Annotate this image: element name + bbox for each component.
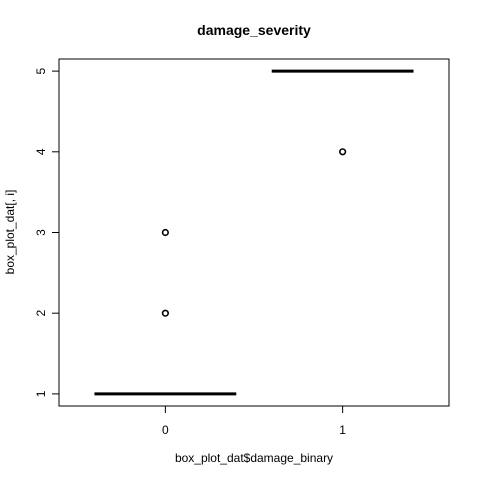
y-axis: 1 2 3 4 5	[34, 67, 60, 397]
outlier-point	[161, 309, 169, 317]
x-axis-label: box_plot_dat$damage_binary	[175, 451, 333, 465]
outlier-point	[339, 148, 347, 156]
plot-frame	[58, 58, 450, 407]
y-axis-label: box_plot_dat[, i]	[3, 190, 17, 275]
y-tick-label: 2	[34, 310, 48, 317]
x-tick-label: 1	[339, 423, 346, 437]
box-category-1	[271, 69, 414, 156]
chart-title: damage_severity	[197, 22, 311, 38]
box-category-0	[94, 228, 237, 396]
box-marks	[94, 69, 414, 396]
y-tick-label: 3	[34, 229, 48, 236]
y-tick-label: 4	[34, 148, 48, 155]
y-tick-label: 5	[34, 67, 48, 74]
x-tick-label: 0	[162, 423, 169, 437]
outlier-point	[161, 228, 169, 237]
y-tick-label: 1	[34, 390, 48, 397]
